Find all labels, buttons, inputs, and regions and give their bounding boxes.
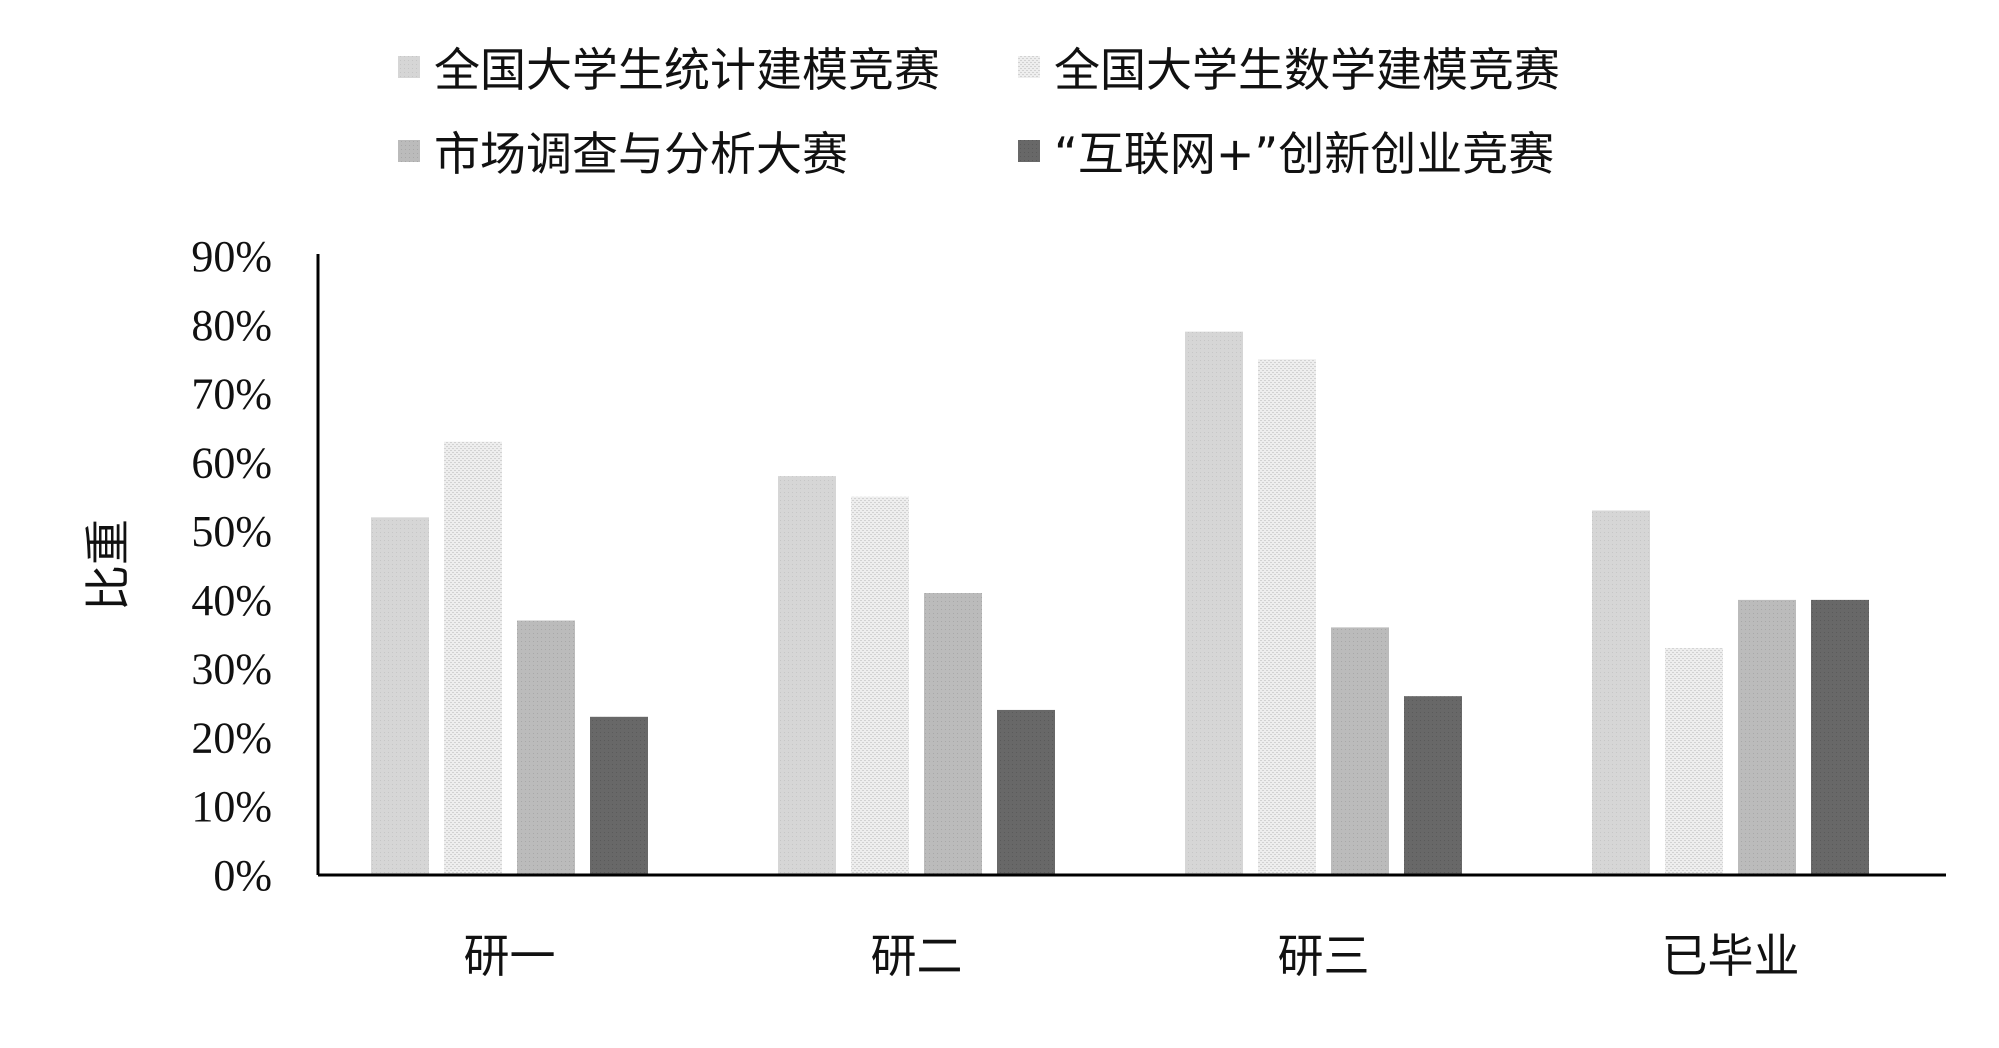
y-tick-label: 30%: [191, 645, 272, 694]
legend-item: “互联网+”创新创业竞赛: [1018, 127, 1554, 181]
legend-item: 全国大学生数学建模竞赛: [1018, 43, 1560, 97]
bar: [778, 476, 836, 875]
legend-label: 市场调查与分析大赛: [434, 127, 848, 181]
x-category-label: 已毕业: [1662, 929, 1800, 983]
bar: [1185, 331, 1243, 876]
y-tick-label: 80%: [191, 301, 272, 350]
legend-swatch: [398, 140, 420, 162]
x-category-label: 研二: [871, 929, 963, 983]
bar: [1738, 599, 1796, 875]
legend-label: 全国大学生统计建模竞赛: [434, 43, 940, 97]
y-tick-label: 50%: [191, 507, 272, 556]
legend-swatch: [1018, 140, 1040, 162]
y-tick-label: 20%: [191, 713, 272, 762]
bar: [1665, 648, 1723, 875]
bar: [444, 441, 502, 875]
bar: [1811, 599, 1869, 875]
bar: [1258, 359, 1316, 876]
legend-item: 全国大学生统计建模竞赛: [398, 43, 940, 97]
x-axis-labels: 研一 研二 研三 已毕业: [464, 929, 1800, 983]
x-category-label: 研三: [1278, 929, 1370, 983]
y-tick-label: 90%: [191, 232, 272, 281]
axes: [316, 254, 1946, 877]
bar: [517, 620, 575, 875]
y-tick-label: 60%: [191, 438, 272, 487]
legend-swatch: [1018, 56, 1040, 78]
y-tick-label: 40%: [191, 576, 272, 625]
y-axis-ticks: 0% 10% 20% 30% 40% 50% 60% 70% 80% 90%: [191, 232, 272, 900]
bar: [371, 517, 429, 875]
legend-item: 市场调查与分析大赛: [398, 127, 848, 181]
legend-label: 全国大学生数学建模竞赛: [1054, 43, 1560, 97]
bars: [371, 331, 1869, 876]
y-axis-title: 比重: [81, 519, 135, 611]
bar: [590, 716, 648, 875]
bar: [1592, 510, 1650, 875]
y-tick-label: 0%: [213, 851, 272, 900]
bar: [997, 709, 1055, 875]
y-tick-label: 10%: [191, 782, 272, 831]
y-tick-label: 70%: [191, 370, 272, 419]
legend-swatch: [398, 56, 420, 78]
bar: [851, 496, 909, 875]
legend-label: “互联网+”创新创业竞赛: [1054, 127, 1554, 181]
bar: [924, 593, 982, 875]
x-category-label: 研一: [464, 929, 556, 983]
y-axis-title-group: 比重: [81, 519, 135, 611]
bar: [1331, 627, 1389, 875]
bar: [1404, 696, 1462, 875]
